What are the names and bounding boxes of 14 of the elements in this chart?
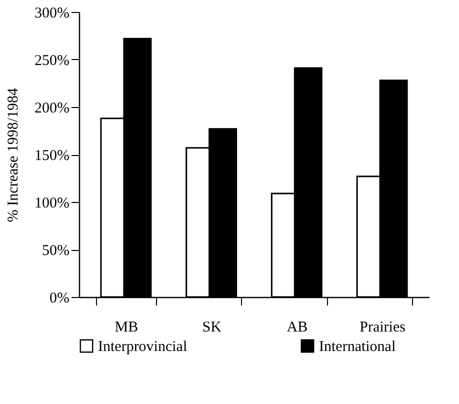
y-tick-label: 100% xyxy=(34,196,70,212)
x-tick-label: MB xyxy=(114,320,138,336)
legend-label: International xyxy=(319,338,396,355)
x-tick-label: AB xyxy=(286,320,308,336)
y-tick-label: 300% xyxy=(34,6,70,22)
x-tick-label: Prairies xyxy=(360,320,406,336)
y-axis-title: % Increase 1998/1984 xyxy=(6,87,22,222)
y-tick-label: 150% xyxy=(34,148,70,164)
y-tick-label: 0% xyxy=(50,290,70,306)
y-tick-label: 50% xyxy=(42,243,70,259)
y-tick-label: 250% xyxy=(34,53,70,69)
y-tick-label: 200% xyxy=(34,100,70,116)
legend-label: Interprovincial xyxy=(98,338,188,355)
x-tick-label: SK xyxy=(202,320,222,336)
